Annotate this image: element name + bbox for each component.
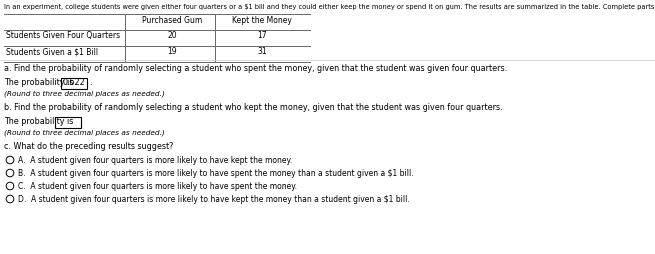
Circle shape [6,182,14,190]
Circle shape [6,195,14,203]
Text: In an experiment, college students were given either four quarters or a $1 bill : In an experiment, college students were … [4,3,655,9]
Text: 0.622: 0.622 [63,78,85,87]
Text: 17: 17 [257,31,267,40]
Circle shape [6,156,14,164]
Text: Kept the Money: Kept the Money [232,16,292,25]
Text: (Round to three decimal places as needed.): (Round to three decimal places as needed… [4,129,165,136]
Text: A.  A student given four quarters is more likely to have kept the money.: A. A student given four quarters is more… [18,156,292,165]
FancyBboxPatch shape [61,78,87,89]
Text: C.  A student given four quarters is more likely to have spent the money.: C. A student given four quarters is more… [18,182,297,191]
Text: c. What do the preceding results suggest?: c. What do the preceding results suggest… [4,142,174,151]
Text: b. Find the probability of randomly selecting a student who kept the money, give: b. Find the probability of randomly sele… [4,103,502,112]
Text: 19: 19 [167,47,177,56]
Text: 20: 20 [167,31,177,40]
Text: a. Find the probability of randomly selecting a student who spent the money, giv: a. Find the probability of randomly sele… [4,64,507,73]
Text: 31: 31 [257,47,267,56]
Text: The probability is: The probability is [4,78,76,87]
Text: Students Given a $1 Bill: Students Given a $1 Bill [6,47,98,56]
Text: .: . [89,78,92,87]
Text: (Round to three decimal places as needed.): (Round to three decimal places as needed… [4,90,165,97]
Text: B.  A student given four quarters is more likely to have spent the money than a : B. A student given four quarters is more… [18,169,413,178]
Text: Purchased Gum: Purchased Gum [142,16,202,25]
FancyBboxPatch shape [55,117,81,128]
Circle shape [6,169,14,177]
Text: Students Given Four Quarters: Students Given Four Quarters [6,31,120,40]
Text: D.  A student given four quarters is more likely to have kept the money than a s: D. A student given four quarters is more… [18,195,410,204]
Text: The probability is: The probability is [4,117,73,126]
